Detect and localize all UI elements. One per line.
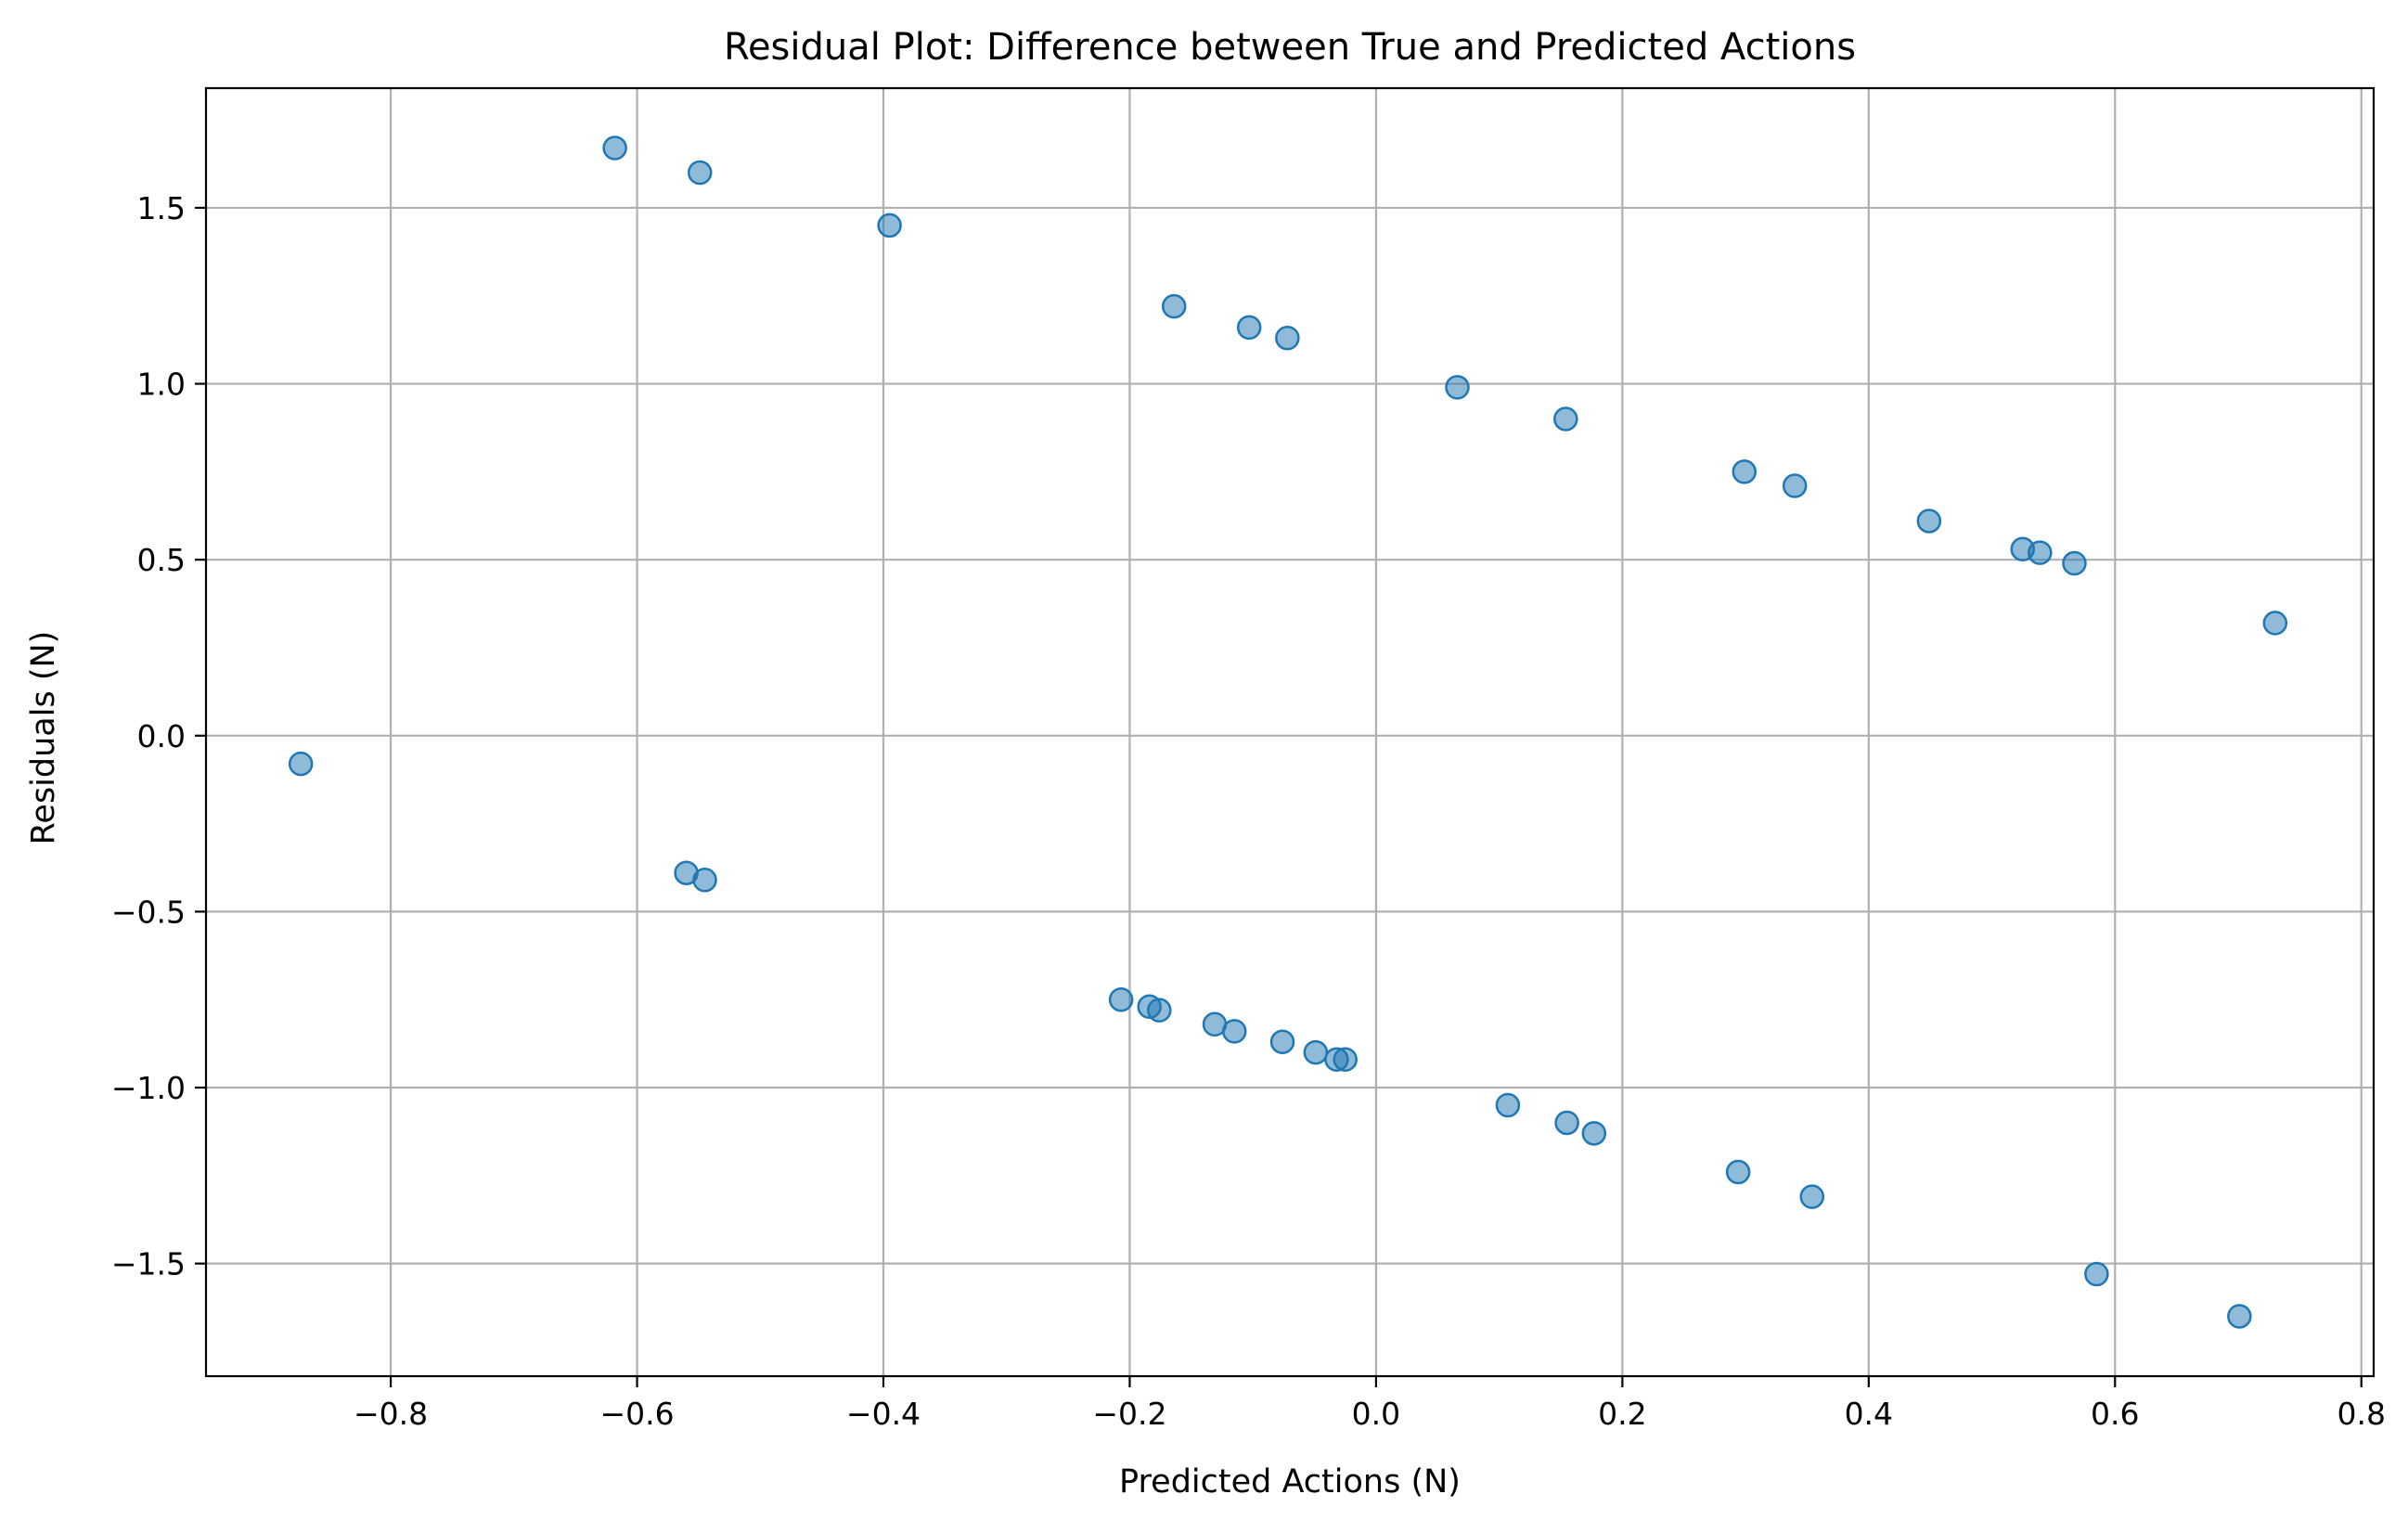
data-point xyxy=(1554,1110,1579,1136)
x-tick-label: 0.0 xyxy=(1352,1396,1400,1432)
data-point xyxy=(1725,1159,1751,1185)
data-point xyxy=(1108,986,1134,1012)
data-point xyxy=(687,160,713,186)
x-tick-label: 0.6 xyxy=(2091,1396,2139,1432)
data-point xyxy=(1161,293,1187,319)
x-tick-label: 0.8 xyxy=(2337,1396,2385,1432)
data-point xyxy=(2227,1304,2252,1329)
data-point xyxy=(1222,1019,1247,1044)
data-point xyxy=(1445,375,1470,400)
data-point xyxy=(1553,406,1578,432)
x-tick-label: −0.2 xyxy=(1092,1396,1166,1432)
data-point xyxy=(1799,1184,1825,1209)
data-points xyxy=(288,135,2288,1329)
y-tick-label: 1.0 xyxy=(137,367,186,403)
data-point xyxy=(877,213,902,238)
chart-title: Residual Plot: Difference between True a… xyxy=(724,26,1856,69)
grid xyxy=(206,88,2374,1376)
data-point xyxy=(1581,1121,1607,1146)
y-tick-label: −1.0 xyxy=(111,1070,186,1106)
x-tick-label: −0.8 xyxy=(354,1396,428,1432)
x-tick-label: −0.4 xyxy=(846,1396,921,1432)
data-point xyxy=(1495,1092,1521,1118)
data-point xyxy=(1147,998,1172,1023)
data-point xyxy=(2262,611,2288,636)
data-point xyxy=(288,751,314,777)
data-point xyxy=(1269,1029,1295,1054)
y-tick-label: −1.5 xyxy=(111,1246,186,1282)
y-axis-label: Residuals (N) xyxy=(25,631,62,845)
data-point xyxy=(1275,326,1300,351)
y-tick-label: 0.0 xyxy=(137,718,186,754)
data-point xyxy=(1303,1039,1329,1065)
data-point xyxy=(1782,473,1808,498)
x-tick-label: −0.6 xyxy=(599,1396,674,1432)
data-point xyxy=(692,868,717,893)
data-point xyxy=(2084,1261,2109,1287)
data-point xyxy=(2028,540,2053,565)
y-tick-label: 0.5 xyxy=(137,542,186,578)
data-point xyxy=(1236,315,1262,341)
data-point xyxy=(1916,509,1942,534)
x-tick-label: 0.2 xyxy=(1598,1396,1646,1432)
plot-frame xyxy=(204,86,2376,1378)
data-point xyxy=(2062,550,2087,576)
data-point xyxy=(602,135,627,161)
x-tick-label: 0.4 xyxy=(1845,1396,1893,1432)
axis-ticks: −0.8 −0.6 −0.4 −0.2 0.0 0.2 0.4 0.6 0.8 −1.5 −1.0 −… xyxy=(111,190,2386,1432)
y-tick-label: 1.5 xyxy=(137,190,186,226)
x-axis-label: Predicted Actions (N) xyxy=(1119,1463,1461,1501)
data-point xyxy=(1732,459,1758,484)
data-point xyxy=(1333,1047,1358,1072)
y-tick-label: −0.5 xyxy=(111,894,186,930)
